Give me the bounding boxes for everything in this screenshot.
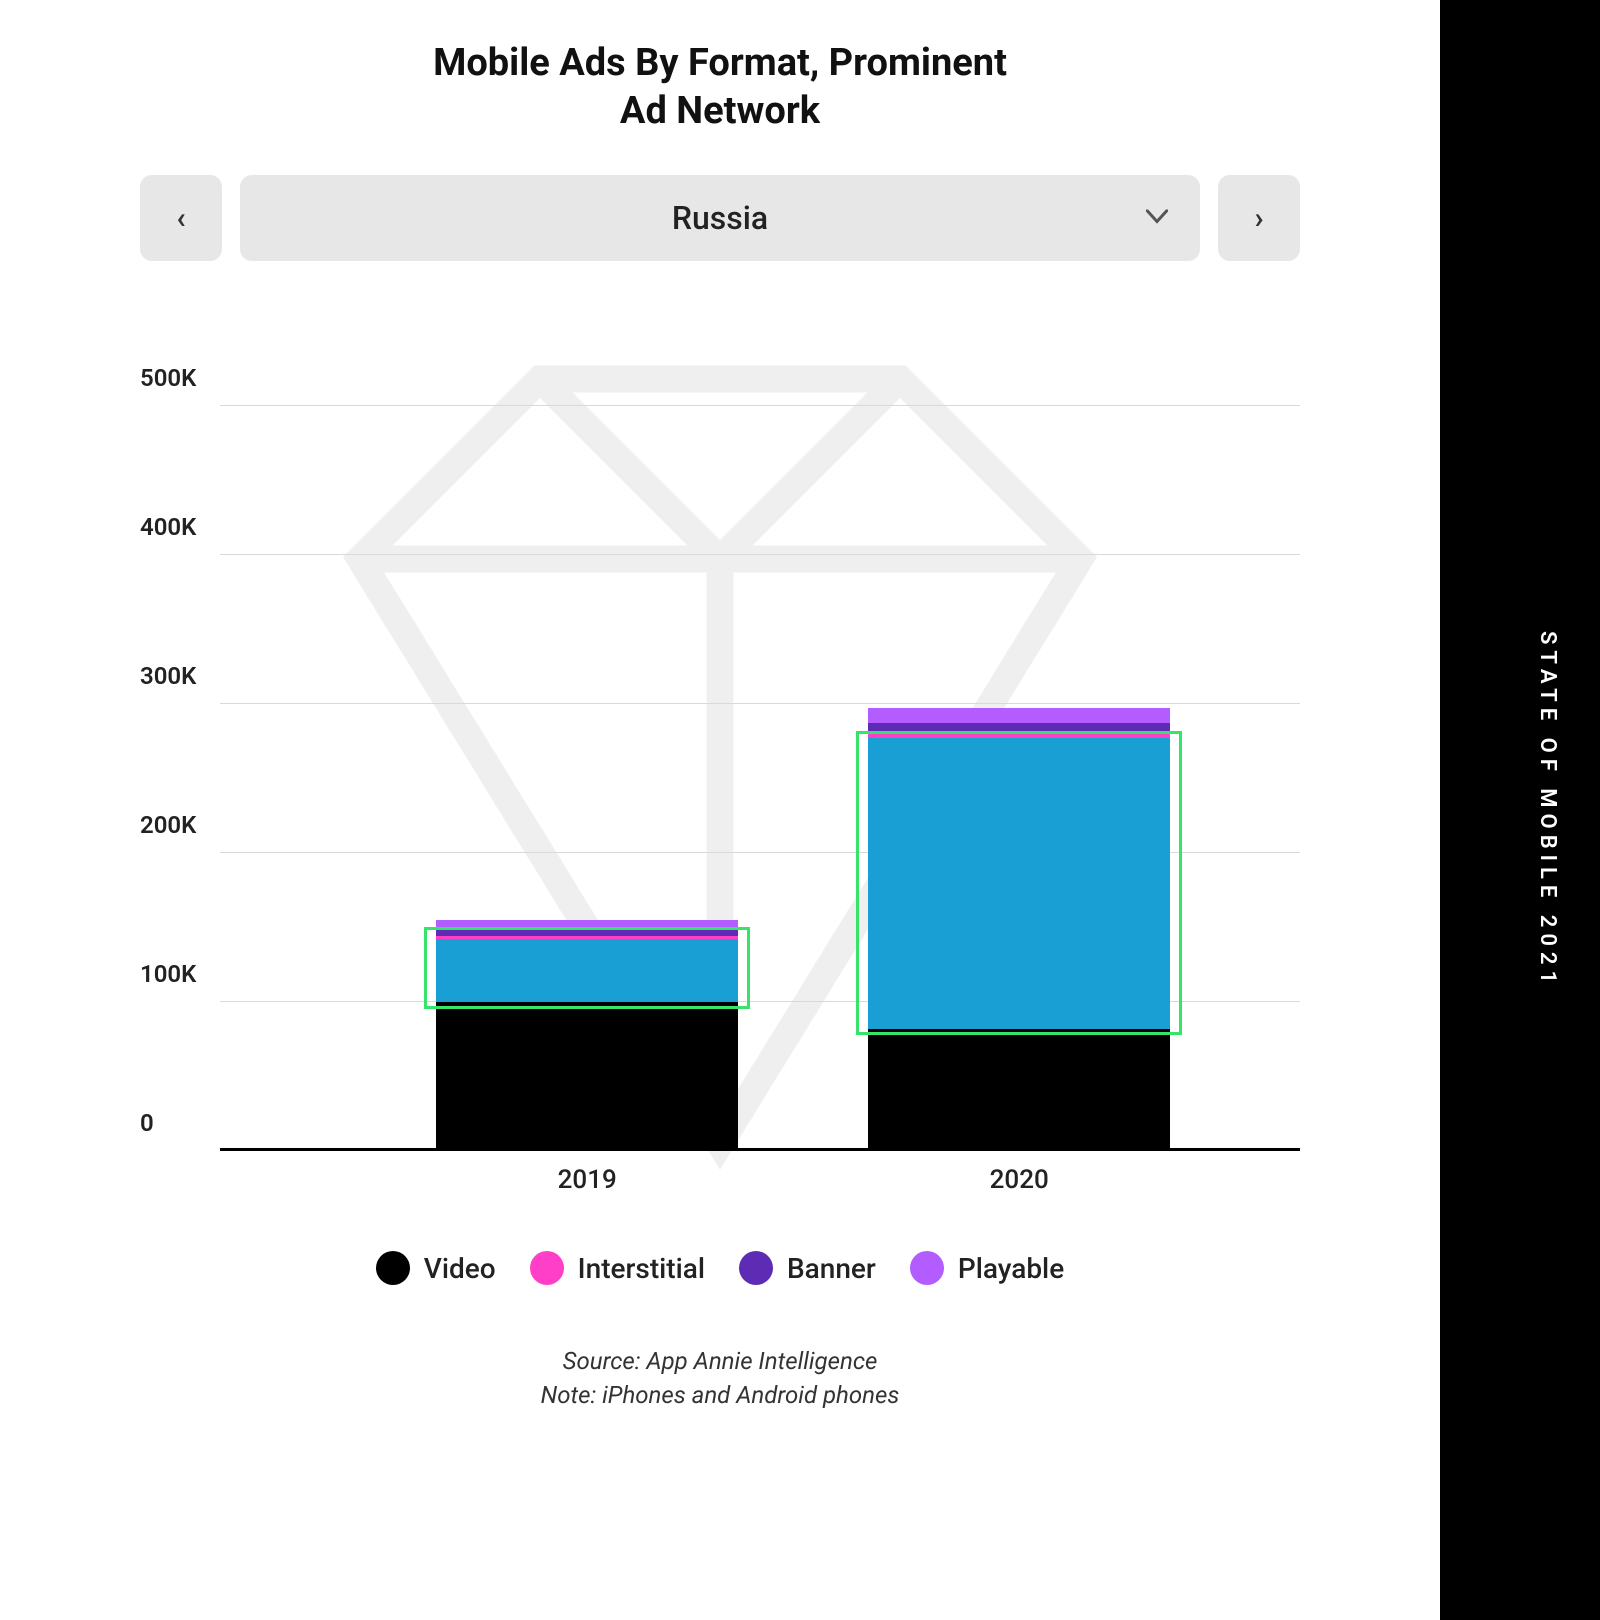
bar-segment-video	[868, 1029, 1170, 1151]
y-tick-label: 100K	[140, 960, 196, 988]
side-strip: STATE OF MOBILE 2021	[1440, 0, 1600, 1620]
bar-segment-playable	[868, 708, 1170, 723]
chart: 0100K200K300K400K500K20192020	[140, 331, 1300, 1181]
gridline	[220, 554, 1300, 555]
legend-item: Banner	[739, 1251, 876, 1285]
legend-item: Playable	[910, 1251, 1064, 1285]
y-tick-label: 400K	[140, 513, 196, 541]
page: Mobile Ads By Format, Prominent Ad Netwo…	[0, 0, 1440, 1620]
chevron-left-icon: ‹	[176, 201, 185, 236]
title-line-1: Mobile Ads By Format, Prominent	[433, 41, 1007, 85]
footnote: Source: App Annie Intelligence Note: iPh…	[40, 1345, 1400, 1412]
next-button[interactable]: ›	[1218, 175, 1300, 261]
bar-2019	[436, 920, 738, 1151]
legend-color-icon	[910, 1251, 944, 1285]
legend-label: Playable	[958, 1252, 1064, 1285]
chevron-down-icon	[1146, 209, 1168, 228]
chart-title: Mobile Ads By Format, Prominent Ad Netwo…	[40, 40, 1400, 135]
bar-segment-unclassified	[868, 738, 1170, 1029]
chart-plot-area	[220, 331, 1300, 1151]
y-tick-label: 200K	[140, 811, 196, 839]
chevron-right-icon: ›	[1254, 201, 1263, 236]
legend-label: Video	[424, 1252, 496, 1285]
bar-2020	[868, 708, 1170, 1151]
bar-segment-playable	[436, 920, 738, 927]
gridline	[220, 703, 1300, 704]
bar-segment-video	[436, 1002, 738, 1151]
controls-row: ‹ Russia ›	[40, 175, 1400, 261]
bar-segment-unclassified	[436, 939, 738, 1002]
side-label: STATE OF MOBILE 2021	[1535, 631, 1560, 989]
country-dropdown[interactable]: Russia	[240, 175, 1200, 261]
legend-label: Interstitial	[578, 1252, 705, 1285]
x-tick-label: 2019	[558, 1165, 617, 1195]
legend-color-icon	[739, 1251, 773, 1285]
title-line-2: Ad Network	[620, 89, 820, 133]
footnote-source: Source: App Annie Intelligence	[40, 1345, 1400, 1379]
y-tick-label: 0	[140, 1109, 154, 1137]
gridline	[220, 405, 1300, 406]
bar-segment-banner	[868, 723, 1170, 733]
country-dropdown-label: Russia	[672, 199, 768, 237]
x-tick-label: 2020	[990, 1165, 1049, 1195]
bar-segment-banner	[436, 927, 738, 936]
legend-label: Banner	[787, 1252, 876, 1285]
footnote-note: Note: iPhones and Android phones	[40, 1379, 1400, 1413]
prev-button[interactable]: ‹	[140, 175, 222, 261]
legend-color-icon	[376, 1251, 410, 1285]
y-tick-label: 500K	[140, 364, 196, 392]
y-tick-label: 300K	[140, 662, 196, 690]
legend-item: Video	[376, 1251, 496, 1285]
legend: Video Interstitial Banner Playable	[40, 1251, 1400, 1285]
legend-item: Interstitial	[530, 1251, 705, 1285]
legend-color-icon	[530, 1251, 564, 1285]
